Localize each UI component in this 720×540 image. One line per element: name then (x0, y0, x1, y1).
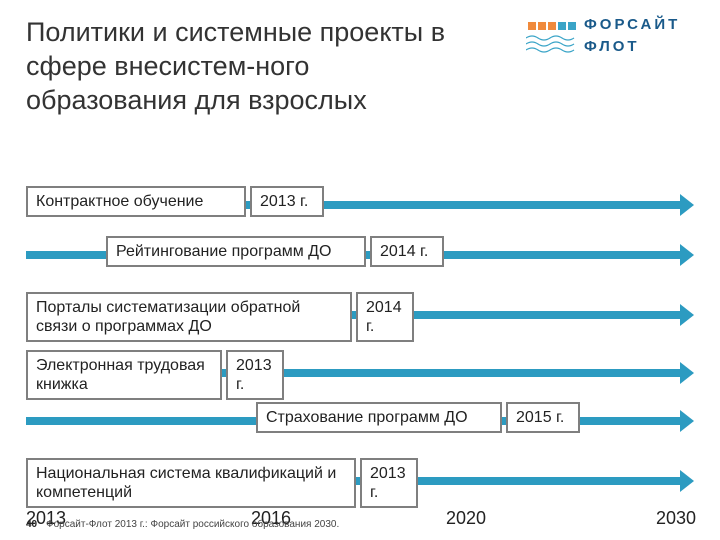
timeline-row: Порталы систематизации обратной связи о … (26, 294, 694, 336)
arrow-head-icon (680, 410, 694, 432)
policy-label-box: Контрактное обучение (26, 186, 246, 217)
timeline-row: Контрактное обучение2013 г. (26, 194, 694, 216)
policy-label-box: Страхование программ ДО (256, 402, 502, 433)
policy-label-box: Электронная трудовая книжка (26, 350, 222, 400)
page-number: 40 (26, 519, 37, 530)
logo-text-line2: ФЛОТ (584, 38, 640, 55)
policy-year-box: 2013 г. (226, 350, 284, 400)
logo-text-line1: ФОРСАЙТ (584, 16, 680, 33)
policy-label-box: Порталы систематизации обратной связи о … (26, 292, 352, 342)
arrow-head-icon (680, 470, 694, 492)
policy-year-box: 2013 г. (250, 186, 324, 217)
scale-tick-label: 2030 (656, 508, 696, 529)
arrow-head-icon (680, 362, 694, 384)
policy-label-box: Национальная система квалификаций и комп… (26, 458, 356, 508)
arrow-head-icon (680, 194, 694, 216)
arrow-head-icon (680, 304, 694, 326)
policy-label-box: Рейтингование программ ДО (106, 236, 366, 267)
slide-canvas: Политики и системные проекты в сфере вне… (0, 0, 720, 540)
timeline-row: Страхование программ ДО2015 г. (26, 410, 694, 432)
brand-logo: ФОРСАЙТ ФЛОТ (526, 16, 696, 64)
policy-year-box: 2014 г. (356, 292, 414, 342)
timeline-row: Национальная система квалификаций и комп… (26, 460, 694, 502)
logo-mark (526, 20, 576, 56)
page-title: Политики и системные проекты в сфере вне… (26, 16, 466, 117)
timeline-row: Электронная трудовая книжка2013 г. (26, 352, 694, 394)
footnote-source: Форсайт-Флот 2013 г.: Форсайт российског… (46, 519, 339, 530)
policy-year-box: 2015 г. (506, 402, 580, 433)
arrow-head-icon (680, 244, 694, 266)
policy-year-box: 2013 г. (360, 458, 418, 508)
scale-tick-label: 2020 (446, 508, 486, 529)
policy-year-box: 2014 г. (370, 236, 444, 267)
timeline-row: Рейтингование программ ДО2014 г. (26, 244, 694, 266)
timeline-arrows-block: Контрактное обучение2013 г. Рейтингование… (26, 194, 694, 518)
